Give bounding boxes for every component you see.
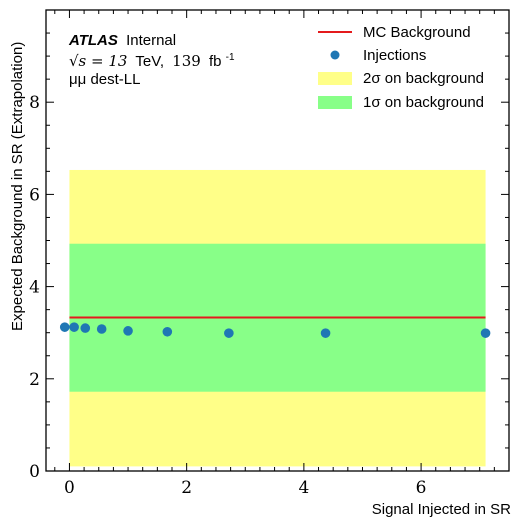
injection-point xyxy=(123,326,133,336)
x-tick-label: 2 xyxy=(181,478,192,498)
y-tick-label: 4 xyxy=(29,278,40,298)
legend-injections-swatch xyxy=(330,50,340,60)
lumi-exponent: -1 xyxy=(226,52,235,63)
energy-value: √s = 13 xyxy=(69,52,127,70)
atlas-status: Internal xyxy=(126,32,176,49)
y-axis-title: Expected Background in SR (Extrapolation… xyxy=(9,42,26,331)
channel-label: μμ dest-LL xyxy=(69,71,140,88)
legend-two-sigma-swatch xyxy=(318,72,352,85)
legend-one-sigma-swatch xyxy=(318,96,352,109)
legend-mc-background-label: MC Background xyxy=(363,24,471,41)
injection-point xyxy=(69,322,79,332)
legend-injections-label: Injections xyxy=(363,47,426,64)
injection-points xyxy=(59,322,491,338)
atlas-annotation: ATLAS Internal √s = 13 TeV, 139 fb -1 μμ… xyxy=(68,32,235,88)
injection-point xyxy=(80,323,91,333)
energy-lumi-label: √s = 13 TeV, 139 fb -1 xyxy=(69,52,235,70)
lumi-unit: fb xyxy=(209,53,222,70)
energy-unit: TeV, xyxy=(135,53,164,70)
atlas-label: ATLAS Internal xyxy=(68,32,176,49)
x-tick-label: 6 xyxy=(416,478,427,498)
y-tick-label: 0 xyxy=(29,462,40,482)
injection-point xyxy=(224,328,234,338)
x-axis-title: Signal Injected in SR xyxy=(372,501,511,518)
x-tick-label: 0 xyxy=(64,478,75,498)
lumi-value: 139 xyxy=(172,52,201,70)
injection-point xyxy=(320,328,331,338)
y-tick-label: 2 xyxy=(29,370,40,390)
y-tick-label: 6 xyxy=(29,185,40,205)
injection-point xyxy=(96,324,107,334)
injection-point xyxy=(480,328,491,338)
injection-point xyxy=(162,326,173,337)
legend-one-sigma-label: 1σ on background xyxy=(363,94,484,111)
legend-two-sigma-label: 2σ on background xyxy=(363,70,484,87)
injection-point xyxy=(59,322,70,332)
axis-ticks: 0 2 4 6 0 2 4 6 8 xyxy=(29,10,510,498)
atlas-experiment: ATLAS xyxy=(68,32,118,49)
legend: MC Background Injections 2σ on backgroun… xyxy=(318,24,484,111)
y-tick-label: 8 xyxy=(29,93,40,113)
x-tick-label: 4 xyxy=(298,478,309,498)
